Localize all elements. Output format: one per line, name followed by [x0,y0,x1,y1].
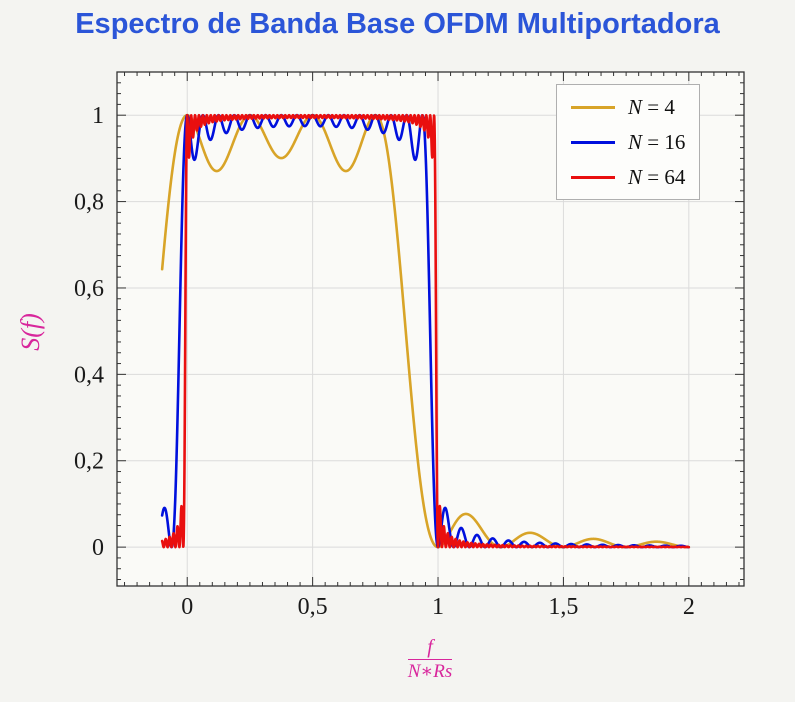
y-tick-label: 0,2 [74,449,104,475]
legend-item: N = 16 [571,127,685,157]
legend-line-swatch [571,175,615,179]
y-tick-label: 0,6 [74,276,104,302]
x-label-denominator: N∗Rs [407,661,453,682]
x-tick-label: 0 [181,594,193,620]
legend-label: N = 4 [628,94,675,119]
y-tick-label: 0,8 [74,190,104,216]
chart-title: Espectro de Banda Base OFDM Multiportado… [75,8,720,40]
legend-item: N = 4 [571,92,685,122]
x-axis-fraction: f N∗Rs [407,636,453,684]
x-tick-label: 0,5 [298,594,328,620]
legend-label: N = 16 [628,129,686,154]
series-line-64 [160,113,691,549]
y-tick-label: 0 [92,535,104,561]
y-tick-label: 1 [92,103,104,129]
axes-frame [116,71,745,587]
legend-line-swatch [571,105,615,109]
legend-line-swatch [571,140,615,144]
y-axis-label: S(f) [16,313,45,351]
legend-label: N = 64 [628,164,686,189]
x-tick-label: 1,5 [548,594,578,620]
legend-item: N = 64 [571,162,685,192]
y-tick-label: 0,4 [74,362,104,388]
x-axis-label: f N∗Rs [355,636,505,684]
x-tick-label: 2 [683,594,695,620]
x-label-numerator: f [407,636,453,660]
legend: N = 4 N = 16 N = 64 [556,84,701,200]
x-tick-label: 1 [432,594,444,620]
